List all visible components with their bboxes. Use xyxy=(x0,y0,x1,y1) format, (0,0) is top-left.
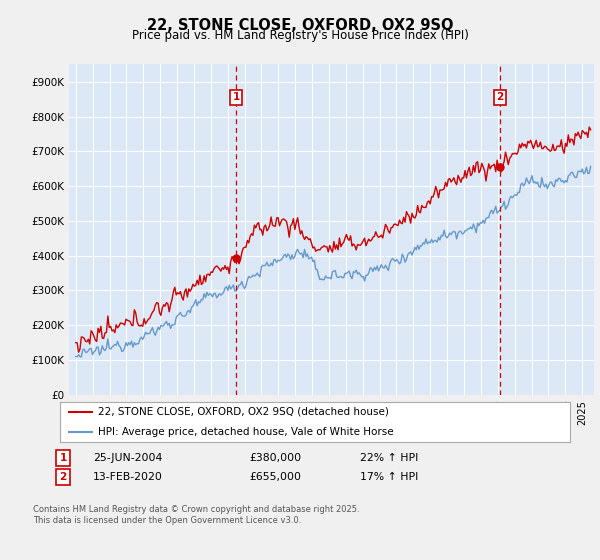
Text: 1: 1 xyxy=(59,453,67,463)
Text: 17% ↑ HPI: 17% ↑ HPI xyxy=(360,472,418,482)
Text: 1: 1 xyxy=(232,92,239,102)
Text: 13-FEB-2020: 13-FEB-2020 xyxy=(93,472,163,482)
Text: 22, STONE CLOSE, OXFORD, OX2 9SQ (detached house): 22, STONE CLOSE, OXFORD, OX2 9SQ (detach… xyxy=(98,407,389,417)
Text: 22% ↑ HPI: 22% ↑ HPI xyxy=(360,453,418,463)
Text: 25-JUN-2004: 25-JUN-2004 xyxy=(93,453,163,463)
Text: 2: 2 xyxy=(59,472,67,482)
Text: HPI: Average price, detached house, Vale of White Horse: HPI: Average price, detached house, Vale… xyxy=(98,427,394,437)
Text: 22, STONE CLOSE, OXFORD, OX2 9SQ: 22, STONE CLOSE, OXFORD, OX2 9SQ xyxy=(147,18,453,33)
Text: £380,000: £380,000 xyxy=(249,453,301,463)
Text: £655,000: £655,000 xyxy=(249,472,301,482)
Text: 2: 2 xyxy=(496,92,503,102)
Text: Price paid vs. HM Land Registry's House Price Index (HPI): Price paid vs. HM Land Registry's House … xyxy=(131,29,469,42)
Text: Contains HM Land Registry data © Crown copyright and database right 2025.
This d: Contains HM Land Registry data © Crown c… xyxy=(33,505,359,525)
